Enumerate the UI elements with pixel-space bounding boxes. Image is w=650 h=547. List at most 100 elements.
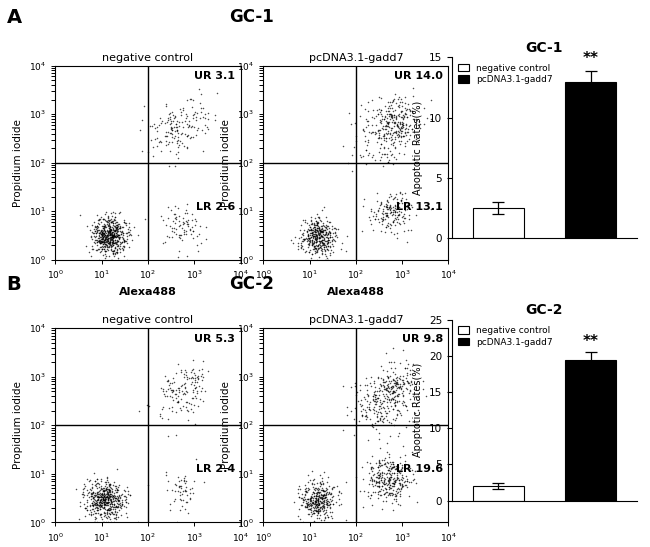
Point — [119, 502, 129, 510]
Point — [112, 237, 122, 246]
Point — [192, 108, 203, 117]
Point — [385, 466, 395, 475]
Point — [313, 485, 324, 493]
Point — [90, 224, 101, 233]
Point — [94, 480, 105, 488]
Point — [302, 501, 312, 509]
Point — [374, 479, 385, 487]
Point — [89, 517, 99, 526]
Point — [185, 374, 196, 382]
Point — [310, 235, 320, 243]
Point — [412, 405, 423, 414]
Point — [393, 406, 404, 415]
Point — [315, 241, 326, 250]
Point — [328, 499, 338, 508]
Point — [323, 472, 333, 481]
Point — [125, 231, 136, 240]
Point — [362, 389, 372, 398]
Point — [394, 383, 404, 392]
Point — [404, 122, 414, 131]
Point — [317, 239, 327, 248]
Point — [173, 392, 183, 400]
Point — [386, 460, 396, 469]
Point — [375, 108, 385, 117]
Point — [314, 236, 324, 245]
Point — [100, 228, 110, 237]
Point — [311, 492, 321, 501]
Point — [172, 126, 183, 135]
Point — [408, 109, 418, 118]
Point — [177, 224, 187, 232]
Point — [315, 492, 326, 501]
Point — [395, 501, 406, 510]
Point — [100, 227, 110, 236]
Point — [384, 106, 395, 115]
Point — [93, 505, 103, 514]
Point — [390, 397, 400, 406]
Point — [380, 214, 390, 223]
Point — [389, 117, 400, 126]
Point — [108, 217, 118, 225]
Point — [378, 162, 388, 171]
Point — [105, 517, 116, 526]
Point — [398, 131, 409, 140]
Point — [152, 127, 162, 136]
Point — [136, 147, 147, 155]
Point — [110, 482, 120, 491]
Point — [387, 474, 398, 483]
Point — [94, 493, 105, 502]
Point — [398, 478, 409, 486]
Point — [321, 499, 332, 508]
Point — [109, 510, 119, 519]
Point — [192, 388, 202, 397]
Point — [389, 137, 399, 146]
Point — [382, 447, 392, 456]
Point — [386, 464, 396, 473]
Point — [374, 414, 385, 422]
Point — [307, 237, 317, 246]
Point — [318, 245, 329, 254]
Point — [81, 504, 91, 513]
Point — [324, 228, 335, 237]
Point — [92, 505, 102, 514]
Point — [306, 489, 317, 498]
Point — [109, 488, 119, 497]
Point — [321, 232, 332, 241]
Point — [119, 491, 129, 500]
Point — [402, 201, 412, 210]
Point — [103, 485, 113, 494]
Point — [92, 225, 102, 234]
Point — [378, 403, 389, 412]
Point — [179, 225, 189, 234]
Point — [425, 96, 436, 105]
Point — [364, 402, 374, 411]
Point — [114, 233, 124, 242]
Point — [101, 493, 112, 502]
Text: UR 5.3: UR 5.3 — [194, 334, 235, 344]
Point — [391, 113, 401, 122]
Point — [380, 394, 390, 403]
Point — [389, 111, 400, 120]
Point — [176, 405, 187, 414]
Point — [326, 493, 337, 502]
Point — [137, 115, 148, 124]
Point — [161, 127, 171, 136]
Point — [101, 474, 112, 483]
Point — [389, 465, 400, 474]
Point — [163, 432, 174, 440]
Point — [374, 470, 384, 479]
Point — [90, 488, 100, 497]
Point — [388, 344, 398, 353]
Point — [103, 481, 114, 490]
Point — [82, 475, 92, 484]
Point — [100, 220, 110, 229]
Point — [426, 114, 436, 123]
Point — [103, 505, 114, 514]
Point — [391, 379, 401, 387]
Point — [303, 498, 313, 507]
Point — [167, 406, 177, 415]
Point — [387, 488, 398, 497]
Point — [112, 494, 122, 503]
Point — [103, 228, 113, 236]
Point — [389, 492, 400, 501]
